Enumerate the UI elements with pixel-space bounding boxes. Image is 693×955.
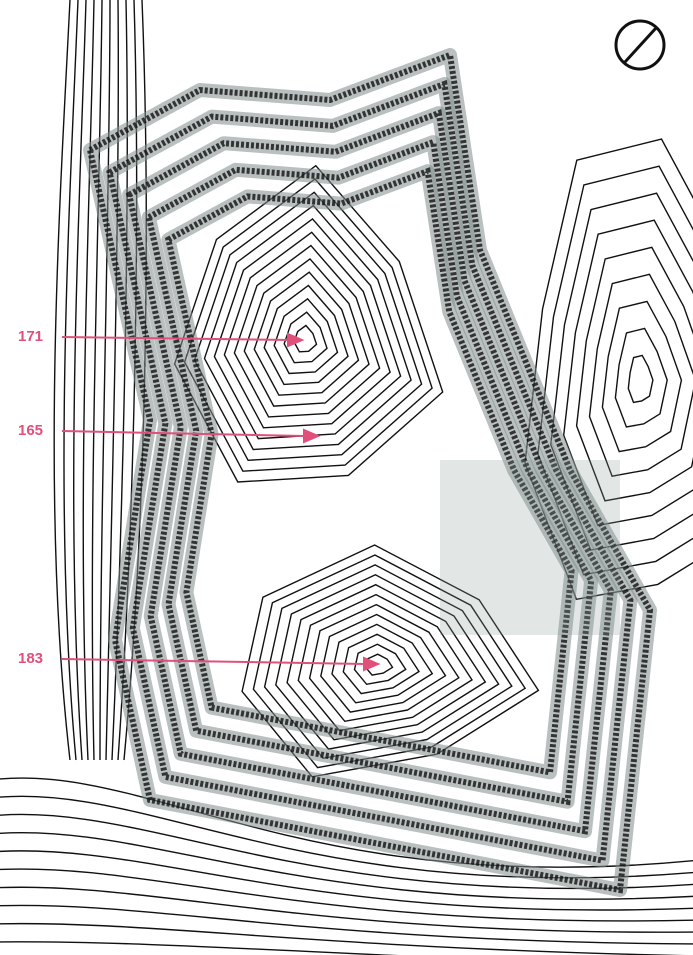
- terrace-edge: [86, 50, 654, 894]
- contour: [353, 643, 407, 686]
- contour: [243, 257, 370, 407]
- contour: [0, 886, 693, 933]
- compass-needle: [623, 26, 658, 64]
- arrow-head: [287, 332, 305, 348]
- contour: [0, 777, 693, 868]
- arrow-head: [303, 428, 321, 444]
- elevation-label: 171: [18, 328, 43, 345]
- contour: [213, 217, 402, 440]
- terrace-edge: [125, 108, 614, 835]
- arrow-head: [363, 656, 381, 672]
- contour: [99, 0, 111, 761]
- contour: [320, 613, 447, 713]
- contour: [0, 831, 693, 900]
- contour: [91, 0, 103, 761]
- shaded-patch: [440, 460, 620, 635]
- contour: [183, 178, 433, 472]
- contour: [53, 0, 71, 761]
- contour: [550, 192, 693, 551]
- contour: [575, 246, 693, 502]
- pit-terraces: [83, 48, 657, 897]
- contour: [588, 273, 693, 477]
- arrow-line: [61, 658, 366, 665]
- contour: [0, 813, 693, 890]
- terrace-edge: [145, 137, 595, 806]
- contour: [105, 0, 120, 761]
- terrace-edge: [164, 167, 575, 776]
- elevation-label: 183: [18, 650, 43, 667]
- contour: [241, 544, 540, 778]
- contour: [0, 868, 693, 922]
- contour: [223, 231, 391, 429]
- arrow-line: [61, 430, 306, 437]
- contour: [193, 191, 423, 462]
- contour: [275, 574, 500, 750]
- contour: [0, 941, 398, 955]
- contour: [263, 284, 349, 386]
- contour: [627, 354, 654, 404]
- contour: [0, 922, 687, 955]
- contour: [273, 297, 339, 375]
- compass: [614, 19, 666, 71]
- contour: [601, 300, 683, 453]
- contour: [173, 164, 444, 483]
- contour: [203, 204, 412, 451]
- contour: [0, 904, 693, 945]
- contour: [82, 0, 95, 761]
- contour: [614, 327, 668, 428]
- contour: [331, 623, 434, 704]
- arrows: [61, 332, 381, 672]
- contour: [342, 633, 420, 695]
- contour: [63, 0, 79, 761]
- contour: [297, 593, 473, 732]
- contour: [308, 603, 460, 723]
- terrace-edge: [106, 79, 634, 865]
- contour: [562, 219, 693, 527]
- contour: [253, 271, 360, 396]
- elevation-label: 165: [18, 422, 43, 439]
- contour: [73, 0, 87, 761]
- contour: [364, 653, 394, 676]
- contour: [233, 244, 381, 418]
- contour: [0, 850, 693, 911]
- compass-ring: [614, 19, 666, 71]
- arrow-line: [61, 336, 291, 341]
